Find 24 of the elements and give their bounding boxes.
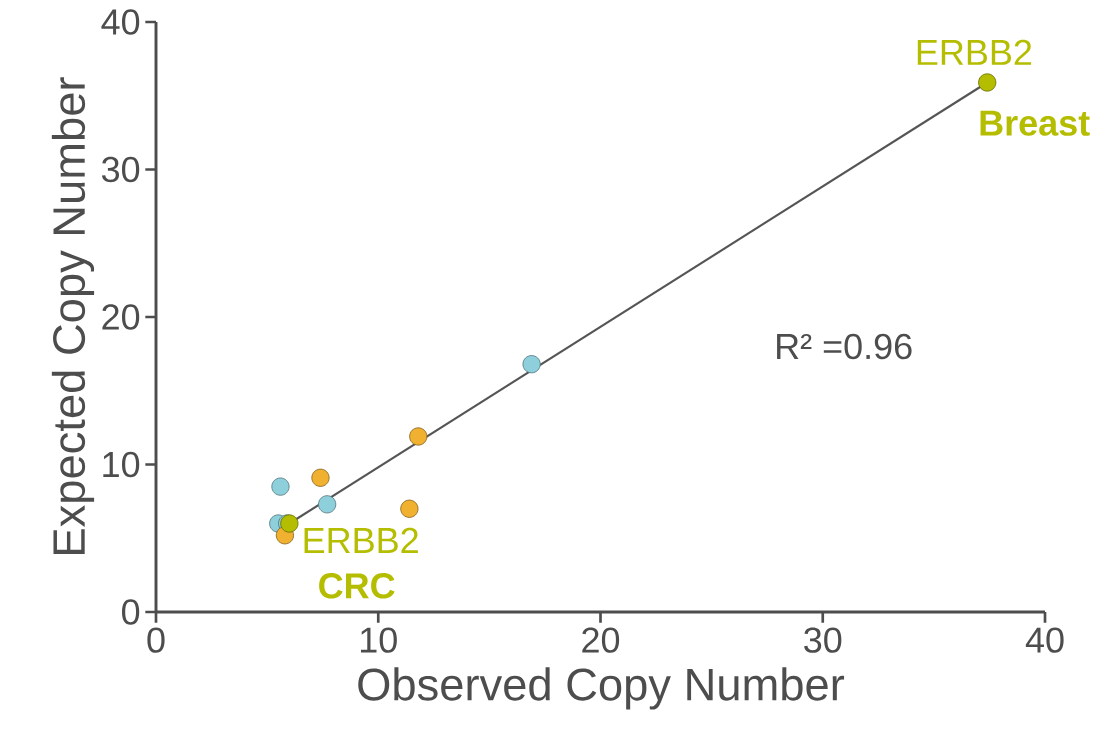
x-tick-label: 30 [804,627,842,653]
y-tick-label: 30 [101,156,140,183]
x-tick-label: 20 [582,627,620,653]
point [409,427,428,446]
y-axis-title: Expected Copy Number [51,77,95,554]
annotation: ERBB2 [304,527,418,553]
point [978,73,997,92]
x-tick-label: 10 [360,627,397,653]
y-tick-label: 0 [122,599,140,625]
point [311,468,330,487]
x-tick-label: 0 [147,627,165,653]
annotation: Breast [980,110,1090,136]
point [400,499,419,518]
annotation: R² =0.96 [777,333,912,360]
y-tick-label: 40 [101,9,140,35]
x-tick-label: 40 [1025,627,1064,653]
point [522,355,541,374]
y-tick-label: 20 [102,304,140,330]
annotation: CRC [319,573,395,599]
annotation: ERBB2 [917,39,1032,65]
x-axis-title: Observed Copy Number [358,667,845,710]
y-tick-label: 10 [103,451,140,478]
point [271,477,290,496]
point [318,495,337,514]
